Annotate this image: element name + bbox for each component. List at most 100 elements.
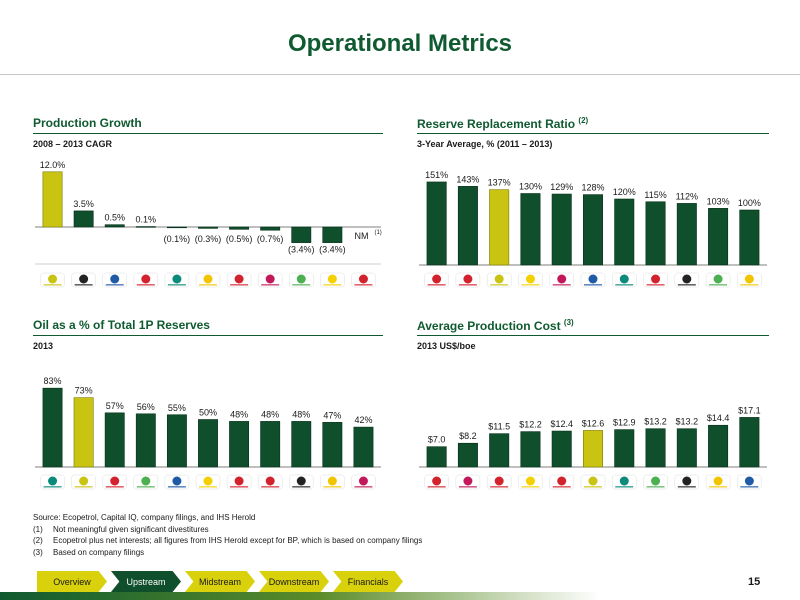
footnote-1: (1) Not meaningful given significant dive…	[33, 524, 209, 534]
data-label: 12.0%	[40, 160, 66, 170]
production-panel-title: Production Growth	[33, 116, 142, 130]
exxon-logo	[486, 474, 512, 490]
data-label: 128%	[581, 183, 604, 193]
exxon-logo	[133, 272, 159, 288]
section-nav: Overview Upstream Midstream Downstream F…	[37, 571, 407, 592]
data-label: 55%	[168, 403, 186, 413]
bar	[322, 226, 343, 243]
chevron-logo	[737, 474, 762, 490]
shell-logo	[195, 272, 221, 288]
bar	[104, 224, 125, 228]
data-label: $12.2	[519, 420, 542, 430]
bar	[614, 429, 635, 468]
data-label: 73%	[75, 386, 93, 396]
bar	[457, 186, 478, 266]
bar	[291, 226, 312, 243]
page-number: 15	[748, 576, 761, 588]
conocophillips-logo	[424, 272, 449, 288]
nav-downstream[interactable]: Downstream	[259, 571, 329, 592]
data-label: 129%	[550, 182, 573, 192]
bp-logo	[705, 272, 731, 288]
data-label: $12.4	[550, 419, 573, 429]
nav-financials[interactable]: Financials	[333, 571, 403, 592]
eni-logo	[320, 272, 345, 288]
ecopetrol-logo	[40, 272, 65, 288]
shell-logo	[705, 474, 731, 490]
data-label: 112%	[676, 191, 698, 201]
nav-midstream[interactable]: Midstream	[185, 571, 255, 592]
bar	[42, 171, 63, 228]
bar	[708, 424, 729, 468]
bar	[166, 226, 187, 229]
data-label: 115%	[644, 190, 666, 200]
data-label: 48%	[292, 409, 310, 419]
nav-overview[interactable]: Overview	[37, 571, 107, 592]
ecopetrol-logo	[71, 474, 96, 490]
bar	[583, 430, 603, 468]
bar	[73, 397, 94, 468]
chevron-logo	[580, 272, 606, 288]
production-growth-chart: 12.0% 3.5% 0.5% 0.1% (0.1%) (0.3%) (0.5%) (0.7%…	[35, 160, 382, 288]
chevron-logo	[102, 272, 127, 288]
bar	[166, 414, 187, 468]
bar	[229, 421, 250, 468]
bar	[645, 201, 666, 266]
data-label: 48%	[230, 409, 248, 419]
bar	[135, 413, 156, 468]
ecopetrol-logo	[486, 272, 512, 288]
data-label: (3.4%)	[288, 245, 315, 255]
anadarko-logo	[289, 474, 314, 490]
reserve-replacement-chart: 151% 143% 137% 130% 129% 128% 120% 115% 112% 103%…	[419, 170, 767, 288]
data-label: 83%	[44, 376, 62, 386]
shell-logo	[737, 272, 762, 288]
data-label: 100%	[738, 198, 761, 208]
data-label: $17.1	[738, 405, 761, 415]
anadarko-logo	[71, 272, 96, 288]
data-label: 130%	[519, 182, 542, 192]
footer-band	[0, 592, 800, 600]
bar	[645, 428, 666, 468]
source-note: Source: Ecopetrol, Capital IQ, company f…	[33, 513, 256, 522]
data-label: 151%	[425, 170, 448, 180]
bar	[260, 421, 281, 468]
production-panel-rule	[33, 133, 383, 134]
slide-title: Operational Metrics	[287, 30, 513, 57]
reserve-panel-title: Reserve Replacement Ratio (2)	[417, 116, 589, 131]
bar	[229, 226, 250, 230]
total-logo	[226, 272, 252, 288]
cost-panel-rule	[417, 335, 769, 336]
bar	[73, 210, 94, 228]
data-label: $11.5	[488, 422, 510, 432]
nav-upstream[interactable]: Upstream	[111, 571, 181, 592]
oil-panel-subtitle: 2013	[33, 341, 54, 351]
bar	[739, 417, 760, 468]
statoil-logo	[455, 474, 481, 490]
bp-logo	[643, 474, 668, 490]
petronas-logo	[612, 474, 637, 490]
bar	[614, 198, 635, 266]
conocophillips-logo	[351, 272, 376, 288]
petronas-logo	[40, 474, 65, 490]
bar	[676, 203, 697, 266]
total-logo	[226, 474, 252, 490]
production-cost-chart: $7.0 $8.2 $11.5 $12.2 $12.4 $12.6 $12.9 $13.2 $1…	[419, 405, 767, 490]
data-label: $8.2	[459, 431, 477, 441]
data-label: $12.6	[582, 418, 605, 428]
bar	[551, 430, 572, 468]
oil-reserves-chart: 83% 73% 57% 56% 55% 50% 48% 48% 48% 47% 42%	[35, 376, 381, 490]
bar	[322, 422, 343, 468]
production-panel-subtitle: 2008 – 2013 CAGR	[33, 139, 113, 149]
eni-logo	[518, 474, 543, 490]
data-label: $12.9	[613, 418, 636, 428]
anadarko-logo	[674, 272, 700, 288]
oil-panel-title: Oil as a % of Total 1P Reserves	[33, 318, 210, 332]
data-label: 57%	[106, 401, 124, 411]
reserve-panel-subtitle: 3-Year Average, % (2011 – 2013)	[417, 139, 553, 149]
bar	[489, 189, 510, 266]
exxon-logo	[257, 474, 283, 490]
data-label: (0.5%)	[226, 234, 253, 244]
bar	[520, 431, 541, 468]
data-label: 50%	[199, 408, 217, 418]
data-label: (0.7%)	[257, 234, 284, 244]
bar	[426, 446, 447, 468]
